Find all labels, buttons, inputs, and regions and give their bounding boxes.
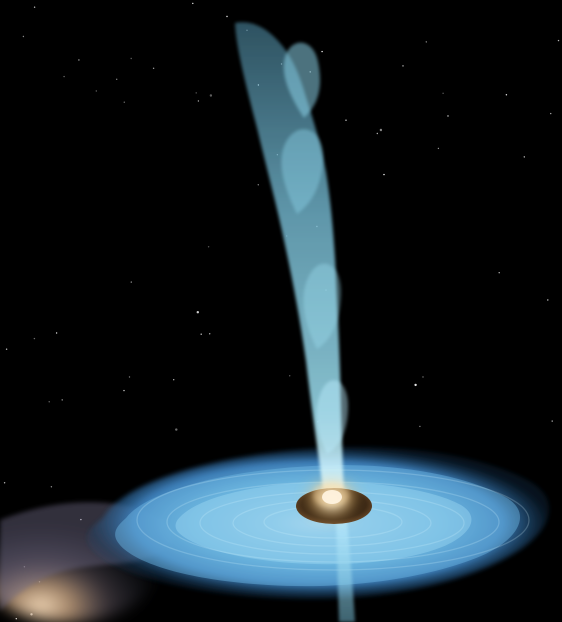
core-halo [313,483,349,507]
star [345,119,347,121]
star [192,2,194,5]
star [55,332,58,334]
star [498,272,500,274]
star [402,65,404,67]
star [447,115,449,117]
relativistic-jet-down [336,520,355,622]
star [130,281,132,283]
star [383,173,385,176]
black-hole-core [296,479,372,524]
star [207,246,210,248]
star [547,299,549,301]
star [123,389,125,392]
star [78,59,80,61]
disk-middle-ring [115,465,521,587]
star [209,333,211,335]
jet-wisp-2 [281,129,324,214]
star [425,41,427,43]
star [50,486,53,488]
star [22,35,25,38]
star [116,78,118,81]
star [442,92,444,95]
star [197,100,200,102]
star [173,379,175,381]
star [33,6,36,8]
star [152,67,155,70]
star [5,348,8,350]
star [195,92,197,94]
star [200,333,202,335]
star [63,75,65,78]
jet-wisp-1 [283,42,321,118]
star [15,618,17,620]
star [257,184,259,186]
jet-wisp-4 [316,380,348,454]
star [321,50,323,53]
star [414,383,417,387]
disk-outer [87,446,550,600]
star [376,132,378,135]
star [523,156,525,158]
star [196,311,199,314]
star [557,39,560,42]
star [437,147,440,150]
jet-wisp-3 [303,263,342,349]
star [175,428,178,431]
star [379,128,383,132]
star [226,15,228,18]
star [61,399,63,401]
star [550,112,552,115]
star [289,375,291,377]
star [551,420,553,422]
star [48,401,50,403]
star [3,482,6,484]
relativistic-jet-up [235,22,348,498]
star [130,57,132,60]
star [33,337,36,340]
star [123,101,126,103]
star [422,376,424,378]
star [505,94,508,96]
star [209,94,213,97]
star [95,90,98,92]
star [419,425,421,428]
star [128,376,131,378]
